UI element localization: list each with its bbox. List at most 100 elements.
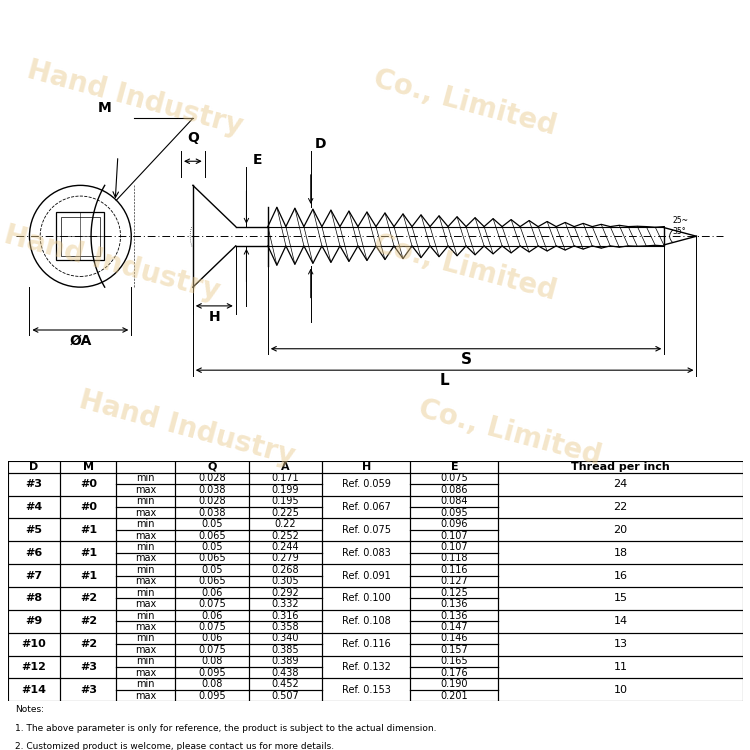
Text: 0.244: 0.244	[272, 542, 299, 552]
Text: Thread per inch: Thread per inch	[571, 462, 670, 472]
Text: 0.201: 0.201	[440, 691, 468, 700]
Text: #1: #1	[80, 571, 97, 580]
Text: 0.084: 0.084	[441, 496, 468, 506]
Text: min: min	[136, 656, 155, 666]
Text: min: min	[136, 610, 155, 620]
Text: 0.127: 0.127	[440, 576, 468, 586]
Text: min: min	[136, 565, 155, 574]
Text: 0.065: 0.065	[198, 576, 226, 586]
Text: D: D	[315, 136, 326, 151]
Text: 0.095: 0.095	[198, 691, 226, 700]
Text: Ref. 0.116: Ref. 0.116	[342, 639, 391, 649]
Text: 24: 24	[614, 479, 628, 489]
Text: 14: 14	[614, 616, 628, 626]
Text: #9: #9	[26, 616, 43, 626]
Text: #8: #8	[26, 593, 43, 604]
Text: max: max	[135, 599, 156, 609]
Text: Hand Industry: Hand Industry	[24, 56, 246, 141]
Text: Q: Q	[187, 131, 199, 146]
Text: 0.195: 0.195	[272, 496, 299, 506]
Text: 0.385: 0.385	[272, 645, 299, 655]
Text: 11: 11	[614, 662, 628, 672]
Text: #3: #3	[26, 479, 43, 489]
Text: 0.065: 0.065	[198, 554, 226, 563]
Text: 0.086: 0.086	[441, 484, 468, 495]
Text: 0.107: 0.107	[440, 542, 468, 552]
Text: min: min	[136, 496, 155, 506]
Text: 0.199: 0.199	[272, 484, 299, 495]
Text: 15: 15	[614, 593, 628, 604]
Text: 0.292: 0.292	[272, 588, 299, 598]
Text: 0.389: 0.389	[272, 656, 299, 666]
Text: max: max	[135, 576, 156, 586]
Text: Ref. 0.153: Ref. 0.153	[342, 685, 391, 694]
Text: 0.075: 0.075	[198, 645, 226, 655]
Text: Hand Industry: Hand Industry	[76, 386, 298, 471]
Text: 0.252: 0.252	[272, 530, 299, 541]
Text: #10: #10	[22, 639, 46, 649]
Text: max: max	[135, 622, 156, 632]
Text: 0.096: 0.096	[441, 519, 468, 529]
Text: 0.136: 0.136	[441, 599, 468, 609]
Text: E: E	[253, 153, 262, 167]
Text: 10: 10	[614, 685, 628, 694]
Text: min: min	[136, 679, 155, 689]
Text: 22: 22	[614, 502, 628, 512]
Text: E: E	[451, 462, 458, 472]
Text: 0.065: 0.065	[198, 530, 226, 541]
Text: max: max	[135, 530, 156, 541]
Text: min: min	[136, 473, 155, 484]
Text: 0.340: 0.340	[272, 634, 299, 644]
Text: #12: #12	[22, 662, 46, 672]
Text: D: D	[29, 462, 38, 472]
Text: H: H	[209, 310, 220, 324]
Text: 0.171: 0.171	[272, 473, 299, 484]
Text: 0.06: 0.06	[201, 610, 223, 620]
Text: #5: #5	[26, 525, 43, 535]
Text: 0.095: 0.095	[198, 668, 226, 678]
Text: 25~: 25~	[672, 216, 688, 225]
Text: #2: #2	[80, 616, 97, 626]
Text: #14: #14	[22, 685, 46, 694]
Text: #7: #7	[26, 571, 43, 580]
Text: 0.06: 0.06	[201, 588, 223, 598]
Text: 1. The above parameter is only for reference, the product is subject to the actu: 1. The above parameter is only for refer…	[15, 724, 436, 733]
Text: Notes:: Notes:	[15, 705, 44, 714]
Text: M: M	[98, 101, 111, 115]
Text: 0.136: 0.136	[441, 610, 468, 620]
Text: min: min	[136, 542, 155, 552]
Text: max: max	[135, 484, 156, 495]
Text: #1: #1	[80, 548, 97, 558]
Text: Co., Limited: Co., Limited	[370, 230, 560, 306]
Text: #0: #0	[80, 502, 97, 512]
Text: #3: #3	[80, 685, 97, 694]
Text: #2: #2	[80, 593, 97, 604]
Text: M: M	[82, 462, 94, 472]
Text: Ref. 0.100: Ref. 0.100	[342, 593, 391, 604]
Text: 0.279: 0.279	[272, 554, 299, 563]
Text: 2. Customized product is welcome, please contact us for more details.: 2. Customized product is welcome, please…	[15, 742, 334, 750]
Text: 0.038: 0.038	[198, 484, 226, 495]
Text: 0.125: 0.125	[440, 588, 468, 598]
Text: 0.225: 0.225	[272, 508, 299, 518]
Text: 0.08: 0.08	[201, 656, 223, 666]
Text: Q: Q	[207, 462, 217, 472]
Text: 0.116: 0.116	[441, 565, 468, 574]
Text: 0.452: 0.452	[272, 679, 299, 689]
Text: 0.316: 0.316	[272, 610, 299, 620]
Text: 0.118: 0.118	[441, 554, 468, 563]
Text: 0.075: 0.075	[440, 473, 468, 484]
Text: 0.038: 0.038	[198, 508, 226, 518]
Text: 0.176: 0.176	[440, 668, 468, 678]
Text: Ref. 0.083: Ref. 0.083	[342, 548, 391, 558]
Text: #3: #3	[80, 662, 97, 672]
Text: 0.190: 0.190	[441, 679, 468, 689]
Text: 0.438: 0.438	[272, 668, 299, 678]
Text: L: L	[440, 374, 449, 388]
Text: #6: #6	[26, 548, 43, 558]
Text: 0.22: 0.22	[274, 519, 296, 529]
Text: 0.075: 0.075	[198, 622, 226, 632]
Text: 0.05: 0.05	[201, 565, 223, 574]
Text: 0.157: 0.157	[440, 645, 468, 655]
Text: 0.05: 0.05	[201, 542, 223, 552]
